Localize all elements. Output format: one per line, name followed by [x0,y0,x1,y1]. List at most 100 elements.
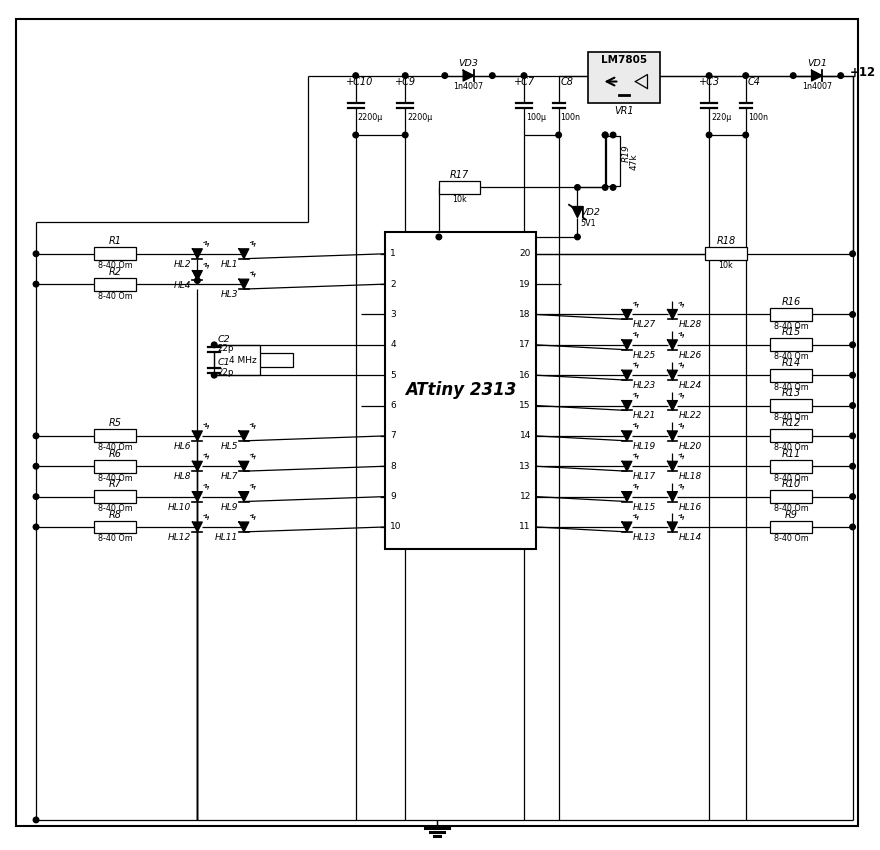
Text: 8-40 Om: 8-40 Om [774,473,809,483]
Text: 10k: 10k [719,261,733,270]
Circle shape [743,133,749,138]
Text: HL5: HL5 [221,442,238,450]
Bar [94,520,136,534]
Text: R6: R6 [109,449,121,459]
Circle shape [556,133,561,138]
Circle shape [743,73,749,78]
Text: 8-40 Om: 8-40 Om [98,292,133,301]
Text: HL2: HL2 [174,260,192,269]
Text: C1: C1 [217,358,230,367]
Text: 8-40 Om: 8-40 Om [774,413,809,422]
Text: 100μ: 100μ [526,113,546,122]
Text: +C7: +C7 [514,76,535,87]
Text: +C3: +C3 [700,76,721,87]
Text: 4 MHz: 4 MHz [229,355,257,365]
Text: C4: C4 [748,76,760,87]
Text: HL19: HL19 [633,442,656,450]
Text: 20: 20 [519,249,531,258]
Circle shape [707,73,712,78]
Text: 9: 9 [391,492,396,502]
Bar [771,338,812,351]
Text: 18: 18 [519,310,531,319]
Text: 6: 6 [391,401,396,410]
Polygon shape [668,491,678,501]
Text: 2200μ: 2200μ [407,113,432,122]
Circle shape [489,73,495,78]
Circle shape [850,463,855,469]
Polygon shape [622,371,632,380]
Bar [94,247,136,260]
Circle shape [211,342,217,348]
Circle shape [611,184,616,190]
Text: R1: R1 [109,236,121,246]
Circle shape [603,133,608,138]
Circle shape [33,281,39,287]
Circle shape [33,494,39,499]
Text: 4: 4 [391,340,396,349]
Text: HL26: HL26 [678,351,701,360]
Text: 8-40 Om: 8-40 Om [774,444,809,452]
Text: HL10: HL10 [168,502,192,512]
Text: HL16: HL16 [678,502,701,512]
Text: R17: R17 [450,170,469,180]
Polygon shape [193,462,202,471]
Polygon shape [668,431,678,441]
Bar [771,490,812,503]
Polygon shape [239,249,249,258]
Text: 8-40 Om: 8-40 Om [774,382,809,392]
Polygon shape [622,491,632,501]
Circle shape [575,184,580,190]
Text: 8-40 Om: 8-40 Om [98,444,133,452]
Polygon shape [239,462,249,471]
Polygon shape [193,431,202,441]
Text: R18: R18 [716,236,736,246]
Text: 5V1: 5V1 [581,218,596,228]
Text: 3: 3 [391,310,396,319]
Circle shape [402,73,408,78]
Text: R9: R9 [785,509,798,519]
Bar [94,490,136,503]
Text: HL15: HL15 [633,502,656,512]
Polygon shape [239,279,249,289]
Text: 100n: 100n [748,113,767,122]
Text: HL9: HL9 [221,502,238,512]
Text: C2: C2 [217,335,230,344]
Text: LM7805: LM7805 [601,54,647,65]
Polygon shape [239,522,249,532]
Text: HL22: HL22 [678,411,701,421]
Text: 8-40 Om: 8-40 Om [98,504,133,513]
Text: 2200μ: 2200μ [357,113,383,122]
Polygon shape [193,491,202,501]
Polygon shape [463,71,474,81]
Bar [771,308,812,321]
Text: 16: 16 [519,371,531,380]
Text: 13: 13 [519,462,531,471]
Text: R14: R14 [781,358,801,368]
Text: 220μ: 220μ [711,113,731,122]
Circle shape [521,73,527,78]
Text: R15: R15 [781,327,801,337]
Polygon shape [668,371,678,380]
Bar [771,520,812,534]
Text: HL8: HL8 [174,473,192,481]
Bar [705,247,747,260]
Polygon shape [811,71,823,81]
Text: 1n4007: 1n4007 [453,82,484,91]
Circle shape [353,73,358,78]
Circle shape [850,251,855,257]
Text: HL27: HL27 [633,320,656,330]
Text: HL13: HL13 [633,533,656,542]
Text: HL3: HL3 [221,290,238,299]
Circle shape [575,234,580,240]
Text: 10k: 10k [452,195,467,204]
Text: R8: R8 [109,509,121,519]
Polygon shape [193,249,202,258]
Text: 8-40 Om: 8-40 Om [98,535,133,543]
Polygon shape [622,431,632,441]
Text: R16: R16 [781,297,801,307]
Bar [439,181,480,194]
Text: 8-40 Om: 8-40 Om [774,535,809,543]
Text: 11: 11 [519,523,531,531]
Text: R19: R19 [622,144,631,162]
Text: 8-40 Om: 8-40 Om [774,322,809,331]
